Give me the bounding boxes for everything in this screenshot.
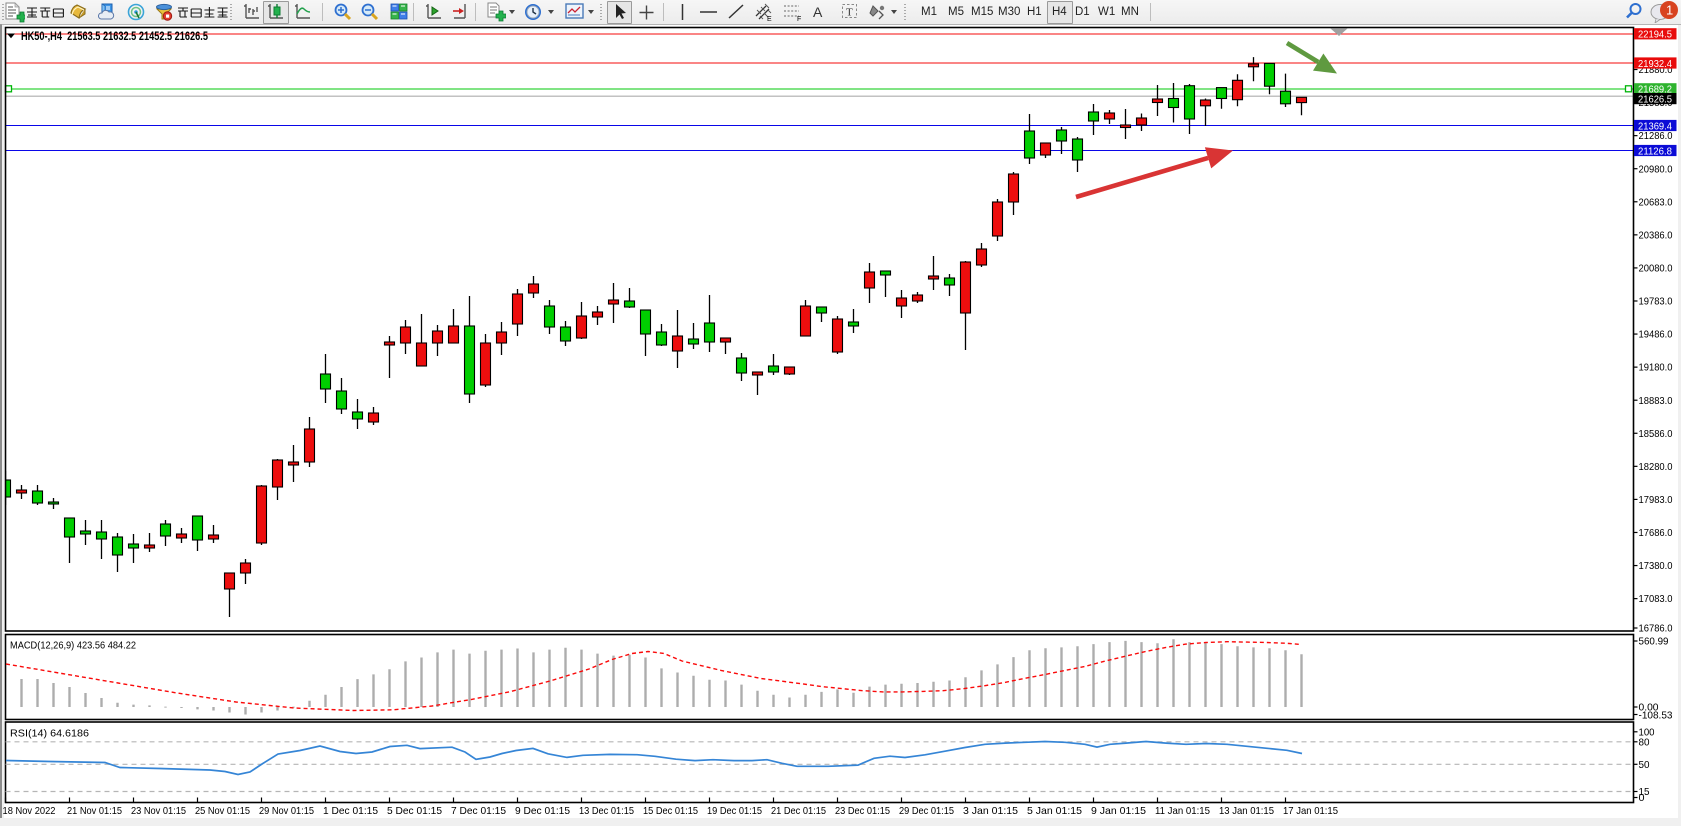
svg-text:15: 15 (1639, 787, 1650, 798)
svg-text:RSI(14) 64.6186: RSI(14) 64.6186 (10, 729, 89, 740)
svg-text:23 Dec 01:15: 23 Dec 01:15 (835, 806, 890, 817)
svg-text:1 Dec 01:15: 1 Dec 01:15 (323, 806, 378, 817)
svg-text:21626.5: 21626.5 (1638, 94, 1672, 105)
svg-text:13 Dec 01:15: 13 Dec 01:15 (579, 806, 634, 817)
svg-text:23 Nov 01:15: 23 Nov 01:15 (131, 806, 186, 817)
svg-text:15 Dec 01:15: 15 Dec 01:15 (643, 806, 698, 817)
svg-text:17 Jan 01:15: 17 Jan 01:15 (1283, 806, 1338, 817)
svg-text:19783.0: 19783.0 (1639, 297, 1673, 308)
svg-text:3 Jan 01:15: 3 Jan 01:15 (963, 806, 1018, 817)
svg-text:100: 100 (1639, 727, 1655, 738)
svg-text:20386.0: 20386.0 (1639, 230, 1673, 241)
svg-text:T: T (846, 7, 853, 19)
svg-text:22194.5: 22194.5 (1638, 30, 1672, 41)
svg-text:560.99: 560.99 (1639, 637, 1669, 648)
svg-text:19180.0: 19180.0 (1639, 363, 1673, 374)
svg-text:18 Nov 2022: 18 Nov 2022 (3, 806, 56, 817)
svg-text:80: 80 (1639, 737, 1650, 748)
svg-text:19486.0: 19486.0 (1639, 330, 1673, 341)
svg-text:25 Nov 01:15: 25 Nov 01:15 (195, 806, 250, 817)
svg-text:7 Dec 01:15: 7 Dec 01:15 (451, 806, 506, 817)
svg-text:17380.0: 17380.0 (1639, 561, 1673, 572)
svg-text:21 Dec 01:15: 21 Dec 01:15 (771, 806, 826, 817)
svg-text:11 Jan 01:15: 11 Jan 01:15 (1155, 806, 1210, 817)
svg-text:17686.0: 17686.0 (1639, 528, 1673, 539)
svg-text:50: 50 (1639, 760, 1650, 771)
svg-text:HK50-,H4 21563.5 21632.5 2145: HK50-,H4 21563.5 21632.5 21452.5 21626.5 (21, 31, 208, 43)
svg-text:MACD(12,26,9) 423.56 484.22: MACD(12,26,9) 423.56 484.22 (10, 641, 136, 652)
svg-text:9 Dec 01:15: 9 Dec 01:15 (515, 806, 570, 817)
svg-text:20683.0: 20683.0 (1639, 197, 1673, 208)
svg-text:1: 1 (1666, 3, 1673, 18)
svg-text:13 Jan 01:15: 13 Jan 01:15 (1219, 806, 1274, 817)
svg-text:F: F (797, 16, 801, 22)
svg-text:18280.0: 18280.0 (1639, 462, 1673, 473)
svg-text:5 Dec 01:15: 5 Dec 01:15 (387, 806, 442, 817)
svg-text:21880.0: 21880.0 (1639, 65, 1673, 76)
svg-text:21286.0: 21286.0 (1639, 131, 1673, 142)
svg-text:29 Dec 01:15: 29 Dec 01:15 (899, 806, 954, 817)
svg-text:17083.0: 17083.0 (1639, 594, 1673, 605)
svg-text:17983.0: 17983.0 (1639, 495, 1673, 506)
svg-text:-108.53: -108.53 (1639, 711, 1673, 722)
svg-text:0: 0 (1639, 793, 1645, 804)
svg-text:0.00: 0.00 (1639, 703, 1659, 714)
svg-text:16786.0: 16786.0 (1639, 624, 1673, 635)
svg-text:18883.0: 18883.0 (1639, 396, 1673, 407)
svg-text:21126.8: 21126.8 (1638, 146, 1672, 157)
svg-text:21369.4: 21369.4 (1638, 121, 1672, 132)
svg-text:19 Dec 01:15: 19 Dec 01:15 (707, 806, 762, 817)
svg-text:9 Jan 01:15: 9 Jan 01:15 (1091, 806, 1146, 817)
svg-text:E: E (767, 16, 772, 22)
svg-text:29 Nov 01:15: 29 Nov 01:15 (259, 806, 314, 817)
svg-text:18586.0: 18586.0 (1639, 429, 1673, 440)
svg-text:20980.0: 20980.0 (1639, 164, 1673, 175)
svg-text:21689.2: 21689.2 (1638, 85, 1672, 96)
svg-text:21932.4: 21932.4 (1638, 59, 1672, 70)
svg-text:21 Nov 01:15: 21 Nov 01:15 (67, 806, 122, 817)
svg-text:20080.0: 20080.0 (1639, 264, 1673, 275)
svg-text:5 Jan 01:15: 5 Jan 01:15 (1027, 806, 1082, 817)
